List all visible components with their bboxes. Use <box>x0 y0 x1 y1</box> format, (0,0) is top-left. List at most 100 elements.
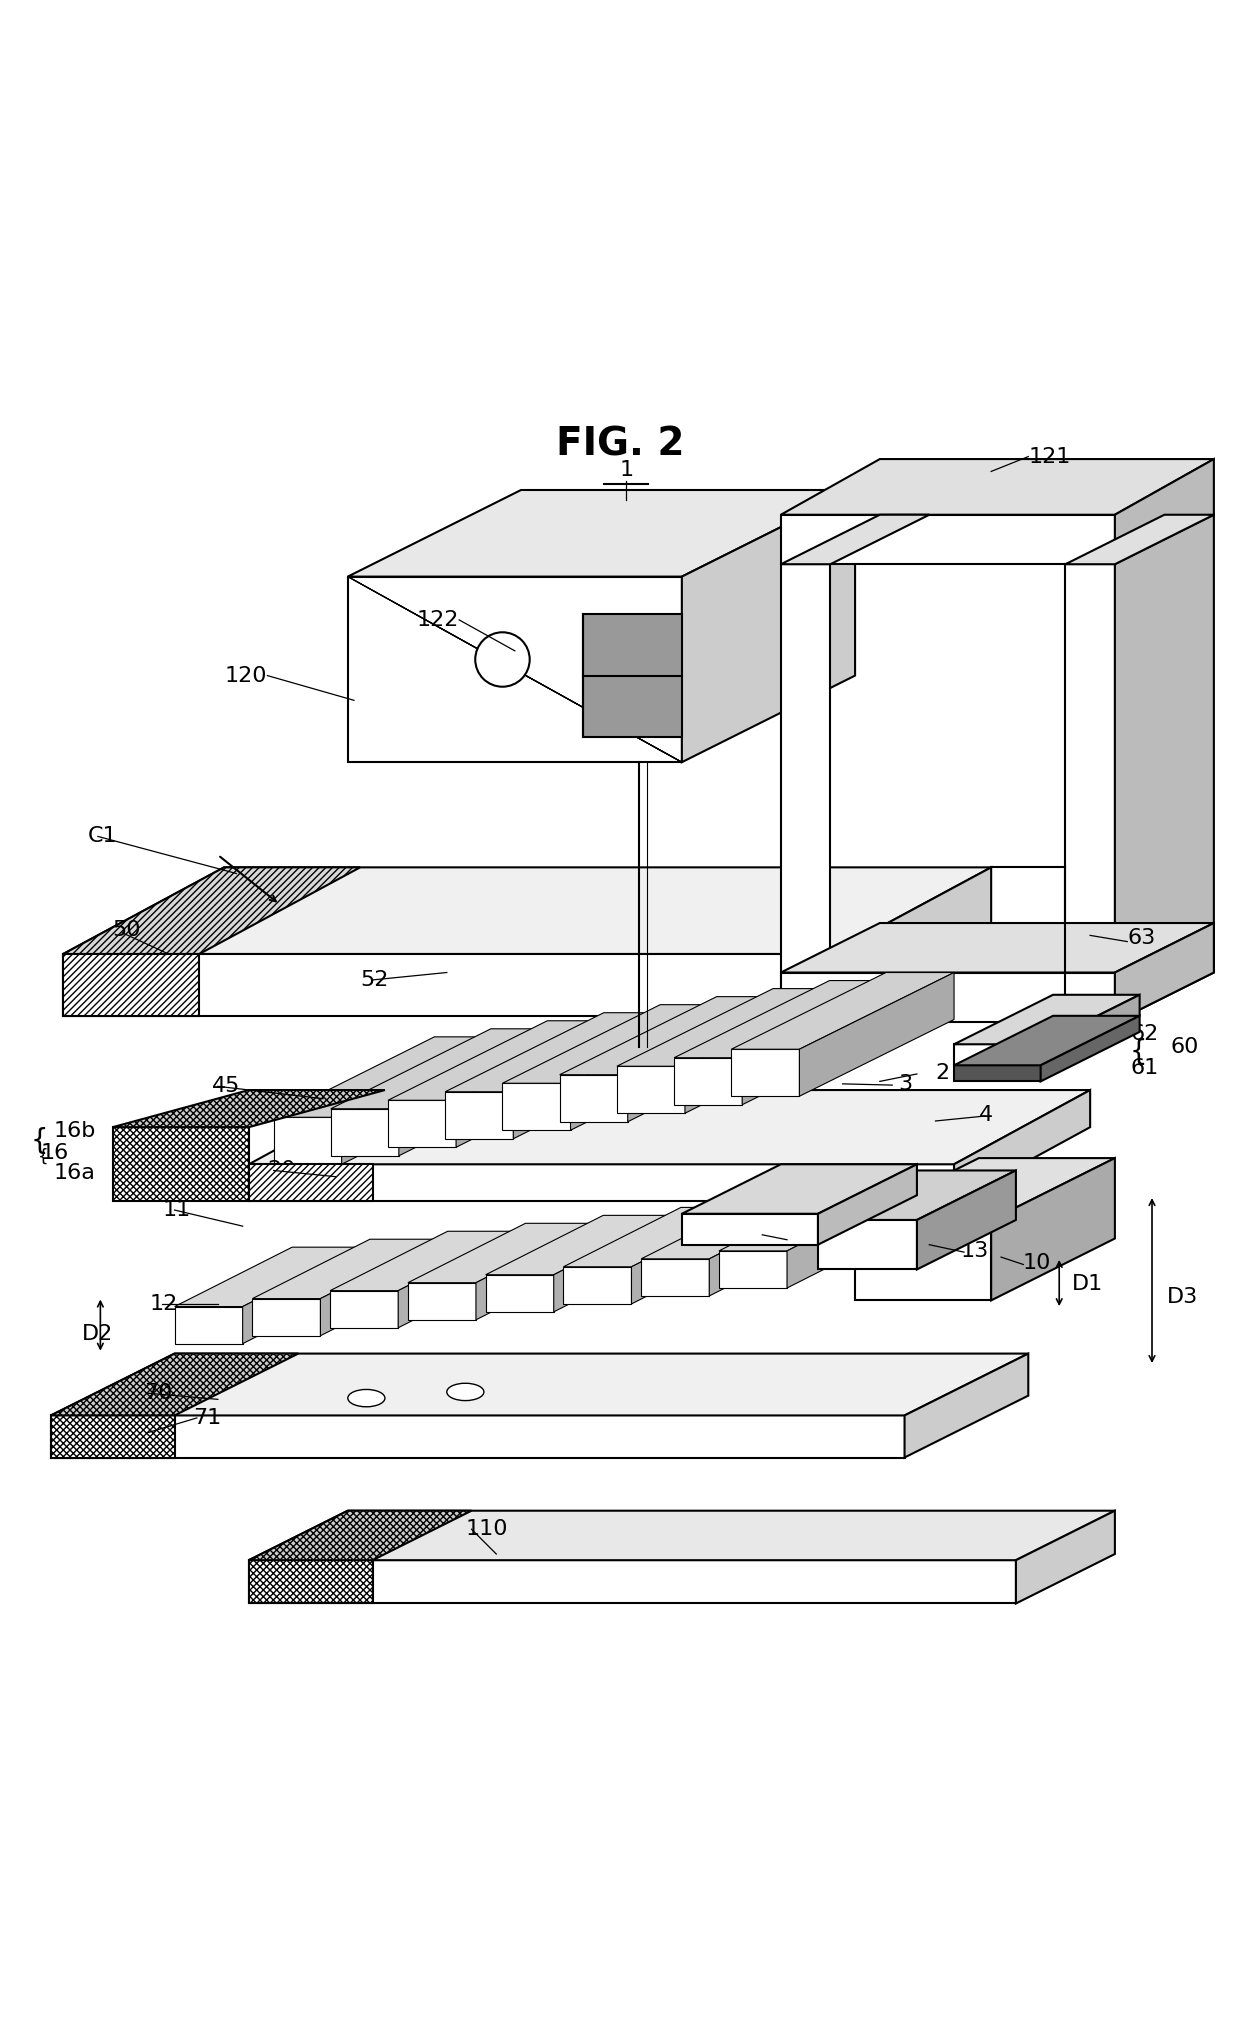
Text: 16a: 16a <box>53 1163 95 1183</box>
Polygon shape <box>342 1036 502 1165</box>
Polygon shape <box>618 1067 684 1114</box>
Polygon shape <box>1115 460 1214 564</box>
Polygon shape <box>732 1049 800 1096</box>
Polygon shape <box>682 491 856 762</box>
Polygon shape <box>347 491 856 576</box>
Polygon shape <box>1016 1511 1115 1602</box>
Polygon shape <box>682 1165 916 1214</box>
Polygon shape <box>253 1298 320 1335</box>
Polygon shape <box>331 1028 559 1108</box>
Polygon shape <box>51 1414 904 1457</box>
Ellipse shape <box>446 1384 484 1400</box>
Text: {: { <box>1130 1038 1147 1065</box>
Polygon shape <box>787 1192 904 1288</box>
Polygon shape <box>456 1020 615 1147</box>
Text: 121: 121 <box>1028 446 1070 466</box>
Text: 12: 12 <box>150 1294 179 1314</box>
Text: 1: 1 <box>619 460 634 480</box>
Text: 122: 122 <box>417 609 459 630</box>
Polygon shape <box>502 1006 728 1083</box>
Polygon shape <box>818 1171 1016 1220</box>
Text: 71: 71 <box>193 1408 222 1429</box>
Polygon shape <box>63 867 991 955</box>
Text: 16b: 16b <box>53 1120 95 1141</box>
Polygon shape <box>904 1353 1028 1457</box>
Text: 11: 11 <box>162 1200 191 1220</box>
Polygon shape <box>800 973 954 1096</box>
Polygon shape <box>954 1089 1090 1202</box>
Polygon shape <box>502 1083 570 1130</box>
Polygon shape <box>249 1089 1090 1165</box>
Polygon shape <box>856 1220 991 1300</box>
Polygon shape <box>627 997 785 1122</box>
Polygon shape <box>408 1284 476 1320</box>
Polygon shape <box>249 1560 1016 1602</box>
Polygon shape <box>618 989 841 1067</box>
Polygon shape <box>249 1560 372 1602</box>
Polygon shape <box>719 1251 787 1288</box>
Text: 61: 61 <box>1131 1059 1159 1077</box>
Polygon shape <box>249 1511 471 1560</box>
Polygon shape <box>709 1200 827 1296</box>
Polygon shape <box>399 1028 559 1155</box>
Polygon shape <box>249 1511 1115 1560</box>
Text: 14: 14 <box>775 1228 804 1249</box>
Polygon shape <box>631 1208 749 1304</box>
Polygon shape <box>113 1126 249 1202</box>
Polygon shape <box>347 576 682 762</box>
Polygon shape <box>554 1216 671 1312</box>
Circle shape <box>475 632 529 687</box>
Polygon shape <box>330 1230 516 1290</box>
Polygon shape <box>682 1214 818 1245</box>
Polygon shape <box>51 1414 175 1457</box>
Polygon shape <box>445 1012 672 1091</box>
Polygon shape <box>954 995 1140 1044</box>
Polygon shape <box>563 1208 749 1267</box>
Ellipse shape <box>347 1390 384 1406</box>
Text: 3: 3 <box>898 1073 913 1094</box>
Text: 13: 13 <box>960 1241 988 1261</box>
Text: 20: 20 <box>268 1161 296 1181</box>
Polygon shape <box>563 1267 631 1304</box>
Text: 45: 45 <box>212 1077 241 1096</box>
Polygon shape <box>781 924 1214 973</box>
Polygon shape <box>781 515 929 564</box>
Polygon shape <box>570 1006 728 1130</box>
Text: 16: 16 <box>41 1143 69 1163</box>
Text: 110: 110 <box>465 1519 508 1539</box>
Polygon shape <box>559 1075 627 1122</box>
Polygon shape <box>954 1044 1040 1065</box>
Polygon shape <box>743 981 898 1104</box>
Text: 4: 4 <box>978 1106 993 1124</box>
Polygon shape <box>243 1247 360 1343</box>
Polygon shape <box>51 1353 1028 1414</box>
Polygon shape <box>486 1216 671 1275</box>
Polygon shape <box>1040 995 1140 1065</box>
Polygon shape <box>408 1222 594 1284</box>
Polygon shape <box>719 1192 904 1251</box>
Polygon shape <box>388 1100 456 1147</box>
Polygon shape <box>856 1159 1115 1220</box>
Polygon shape <box>513 1012 672 1139</box>
Polygon shape <box>1115 924 1214 1022</box>
Text: D1: D1 <box>1071 1273 1102 1294</box>
Polygon shape <box>51 1353 299 1414</box>
Polygon shape <box>954 1065 1040 1081</box>
Polygon shape <box>675 981 898 1057</box>
Polygon shape <box>320 1239 438 1335</box>
Polygon shape <box>732 973 954 1049</box>
Text: {: { <box>37 1149 48 1165</box>
Text: 2: 2 <box>935 1063 950 1083</box>
Polygon shape <box>331 1108 399 1155</box>
Polygon shape <box>274 1036 502 1118</box>
Polygon shape <box>274 1118 342 1165</box>
Polygon shape <box>991 1159 1115 1300</box>
Text: 63: 63 <box>1127 928 1156 948</box>
Polygon shape <box>388 1020 615 1100</box>
Polygon shape <box>583 613 682 738</box>
Polygon shape <box>675 1057 743 1104</box>
Polygon shape <box>330 1290 398 1329</box>
Polygon shape <box>1115 515 1214 1022</box>
Polygon shape <box>486 1275 554 1312</box>
Polygon shape <box>175 1306 243 1343</box>
